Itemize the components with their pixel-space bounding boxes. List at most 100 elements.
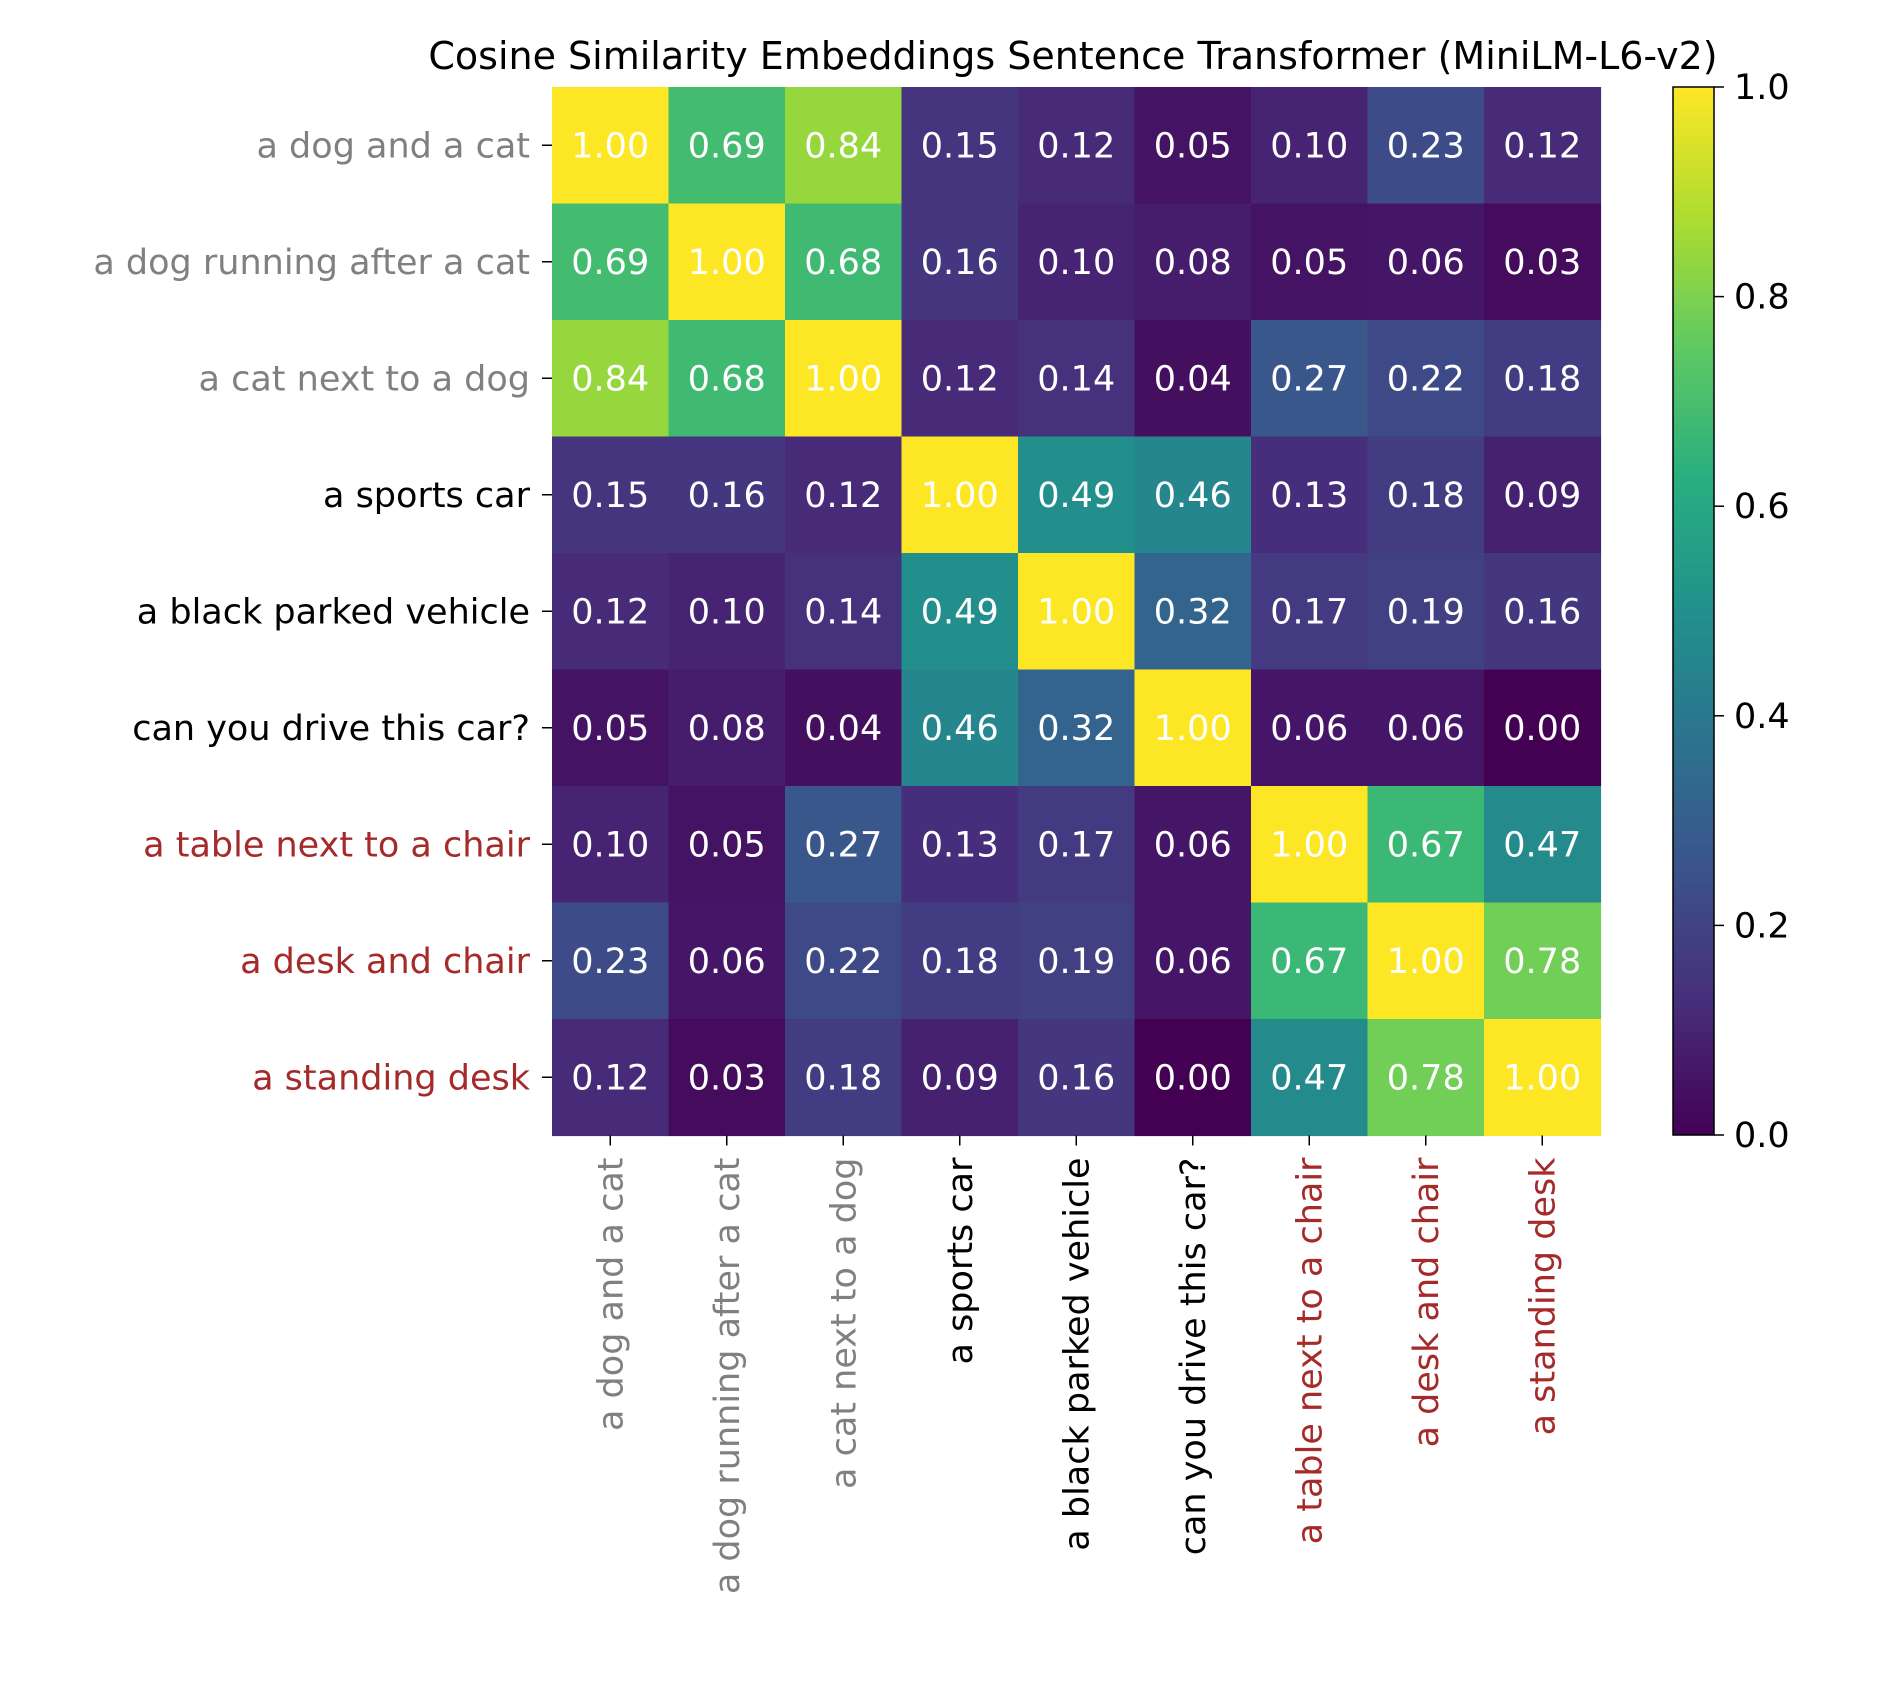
heatmap-cell: [901, 87, 1019, 205]
heatmap-cell: [785, 902, 903, 1020]
cell-value-label: 0.00: [1154, 1058, 1232, 1098]
heatmap-cell: [1251, 786, 1369, 904]
heatmap-cell: [552, 786, 670, 904]
colorbar-tick-label: 0.6: [1734, 487, 1790, 527]
heatmap-cell: [552, 436, 670, 554]
cell-value-label: 0.14: [1037, 359, 1115, 399]
cell-value-label: 0.67: [1387, 825, 1465, 865]
heatmap-cell: [901, 669, 1019, 787]
cell-value-label: 0.16: [688, 476, 766, 516]
cell-value-label: 0.18: [921, 942, 999, 982]
heatmap-cell: [1251, 669, 1369, 787]
cell-value-label: 0.12: [571, 1058, 649, 1098]
heatmap-cell: [1251, 1019, 1369, 1137]
cell-value-label: 1.00: [1503, 1058, 1581, 1098]
cell-value-label: 0.12: [1503, 126, 1581, 166]
cell-value-label: 1.00: [1037, 592, 1115, 632]
heatmap-cell: [668, 902, 786, 1020]
y-axis: a dog and a cat a dog running after a cat…: [93, 126, 552, 1098]
heatmap-cell: [901, 902, 1019, 1020]
cell-value-label: 0.03: [688, 1058, 766, 1098]
cell-value-label: 0.47: [1503, 825, 1581, 865]
x-tick-label: a standing desk: [1523, 1157, 1563, 1436]
y-tick-label: a sports car: [323, 476, 531, 516]
heatmap-cell: [1134, 320, 1252, 438]
cell-value-label: 0.18: [1503, 359, 1581, 399]
x-tick-label: a dog running after a cat: [708, 1158, 748, 1595]
cell-value-label: 0.32: [1154, 592, 1232, 632]
cell-value-label: 0.06: [1154, 825, 1232, 865]
cell-value-label: 0.19: [1037, 942, 1115, 982]
heatmap-cell: [1484, 320, 1602, 438]
heatmap-cell: [1251, 320, 1369, 438]
y-tick-label: a dog running after a cat: [93, 243, 530, 283]
heatmap-cell: [1134, 203, 1252, 321]
heatmap-cell: [552, 87, 670, 205]
cell-value-label: 0.22: [1387, 359, 1465, 399]
x-tick-label: a desk and chair: [1407, 1157, 1447, 1448]
y-tick-label: a table next to a chair: [143, 825, 530, 865]
heatmap-cell: [1367, 902, 1485, 1020]
y-tick-label: a standing desk: [252, 1058, 531, 1098]
cell-value-label: 0.78: [1387, 1058, 1465, 1098]
heatmap-cell: [1484, 87, 1602, 205]
heatmap-cell: [1367, 553, 1485, 671]
heatmap-cell: [552, 203, 670, 321]
heatmap-cell: [785, 203, 903, 321]
heatmap-cell: [552, 669, 670, 787]
y-tick-label: can you drive this car?: [132, 709, 530, 749]
cell-value-label: 1.00: [571, 126, 649, 166]
heatmap-cell: [1018, 786, 1136, 904]
cell-value-label: 0.06: [1154, 942, 1232, 982]
colorbar-tick-label: 1.0: [1734, 68, 1790, 108]
heatmap-cell: [1018, 669, 1136, 787]
heatmap-cell: [1367, 320, 1485, 438]
heatmap-cell: [785, 1019, 903, 1137]
colorbar-tick-label: 0.8: [1734, 278, 1790, 318]
chart-title: Cosine Similarity Embeddings Sentence Tr…: [428, 34, 1717, 78]
x-axis: a dog and a cat a dog running after a cat…: [591, 1135, 1563, 1595]
cell-value-label: 0.49: [1037, 476, 1115, 516]
cell-value-label: 0.09: [921, 1058, 999, 1098]
cell-value-label: 0.05: [688, 825, 766, 865]
cell-value-label: 0.10: [1037, 243, 1115, 283]
cell-value-label: 0.78: [1503, 942, 1581, 982]
cell-value-label: 0.67: [1270, 942, 1348, 982]
cell-value-label: 0.10: [571, 825, 649, 865]
heatmap-cell: [668, 553, 786, 671]
heatmap-cell: [1251, 87, 1369, 205]
heatmap-cell: [1134, 669, 1252, 787]
cell-value-label: 1.00: [1154, 709, 1232, 749]
cell-value-label: 0.05: [1154, 126, 1232, 166]
y-tick-label: a dog and a cat: [256, 126, 530, 166]
cell-value-label: 0.27: [804, 825, 882, 865]
cell-value-label: 0.46: [1154, 476, 1232, 516]
cell-value-label: 0.08: [1154, 243, 1232, 283]
colorbar: 0.0 0.2 0.4 0.6 0.8 1.0: [1672, 68, 1790, 1156]
cell-value-label: 0.09: [1503, 476, 1581, 516]
heatmap-cell: [1134, 1019, 1252, 1137]
heatmap-cell: [552, 320, 670, 438]
heatmap-cell: [901, 553, 1019, 671]
heatmap-cell: [785, 669, 903, 787]
cell-annotations: 1.00 0.69 0.84 0.15 0.12 0.05 0.10 0.23 0.12 0.69…: [571, 126, 1581, 1098]
cell-value-label: 0.19: [1387, 592, 1465, 632]
cell-value-label: 0.23: [571, 942, 649, 982]
cell-value-label: 0.68: [688, 359, 766, 399]
cell-value-label: 0.15: [921, 126, 999, 166]
heatmap-cell: [785, 320, 903, 438]
heatmap-cell: [1134, 786, 1252, 904]
heatmap-cell: [1018, 320, 1136, 438]
heatmap-cell: [1367, 1019, 1485, 1137]
cell-value-label: 0.14: [804, 592, 882, 632]
cell-value-label: 1.00: [1270, 825, 1348, 865]
heatmap-cell: [1018, 436, 1136, 554]
y-tick-label: a desk and chair: [240, 942, 531, 982]
x-tick-label: a black parked vehicle: [1057, 1158, 1097, 1551]
heatmap-cell: [785, 436, 903, 554]
cell-value-label: 0.18: [804, 1058, 882, 1098]
heatmap-cell: [668, 87, 786, 205]
heatmap-cell: [552, 902, 670, 1020]
